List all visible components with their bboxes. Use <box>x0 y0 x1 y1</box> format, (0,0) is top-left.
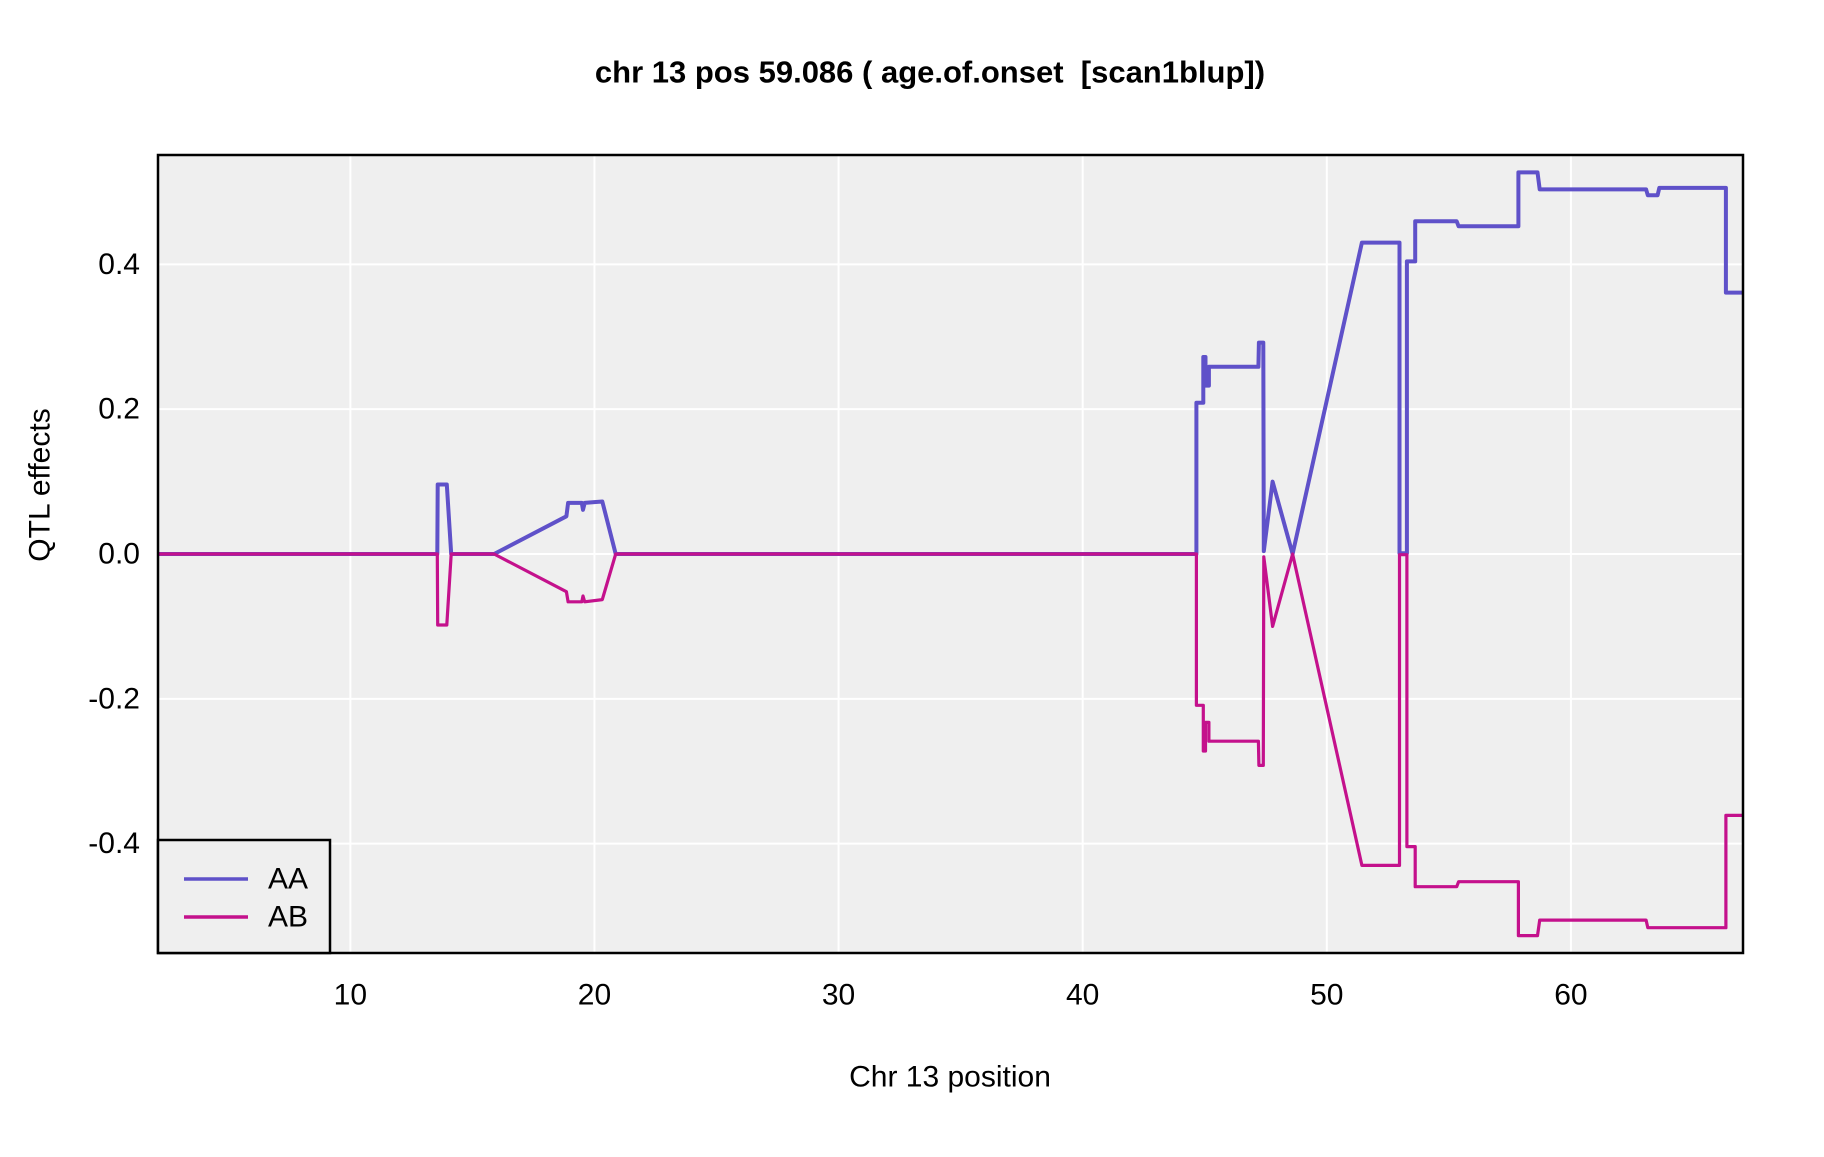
y-tick-labels: 0.4 0.2 0.0 -0.2 -0.4 <box>88 248 140 860</box>
y-tick-label: 0.4 <box>98 248 140 281</box>
legend-label-ab: AB <box>268 901 308 934</box>
x-tick-label: 40 <box>1066 979 1099 1012</box>
series-line-ab <box>158 552 1743 938</box>
x-tick-labels: 10 20 30 40 50 60 <box>334 979 1588 1012</box>
x-tick-label: 30 <box>822 979 855 1012</box>
series-lines <box>158 170 1743 938</box>
chart-title: chr 13 pos 59.086 ( age.of.onset [scan1b… <box>595 55 1265 90</box>
y-tick-label: 0.0 <box>98 538 140 571</box>
x-tick-label: 10 <box>334 979 367 1012</box>
legend: AA AB <box>156 838 332 955</box>
x-tick-label: 20 <box>578 979 611 1012</box>
x-tick-label: 60 <box>1554 979 1587 1012</box>
plot-panel-border <box>156 153 1745 955</box>
y-tick-label: -0.2 <box>88 682 140 715</box>
y-tick-label: 0.2 <box>98 393 140 426</box>
y-axis-label: QTL effects <box>24 408 57 561</box>
x-tick-label: 50 <box>1310 979 1343 1012</box>
series-line-aa <box>158 170 1743 556</box>
x-axis-label: Chr 13 position <box>849 1061 1051 1094</box>
legend-label-aa: AA <box>268 863 308 896</box>
legend-box <box>156 838 332 955</box>
y-tick-label: -0.4 <box>88 827 140 860</box>
